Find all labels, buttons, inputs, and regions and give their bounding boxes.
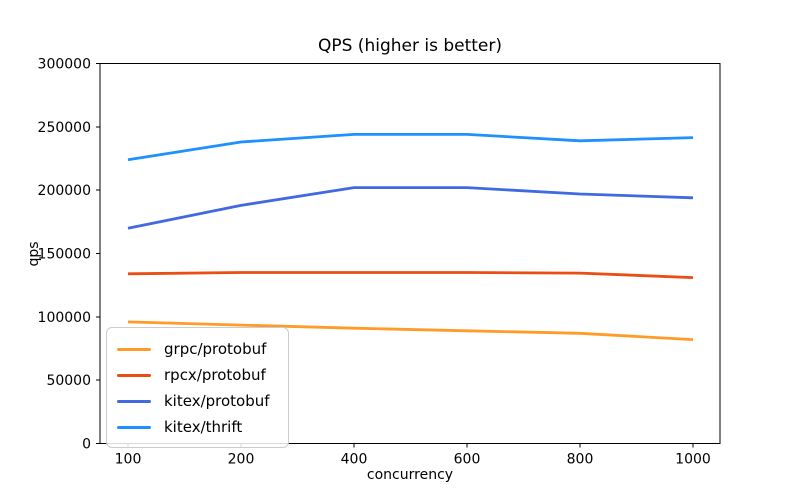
x-tick-label: 400: [341, 452, 368, 468]
y-tick-label: 100000: [38, 310, 91, 326]
x-axis-label: concurrency: [366, 467, 454, 483]
y-tick-label: 0: [82, 437, 91, 453]
legend-label: kitex/protobuf: [164, 392, 270, 410]
legend-label: rpcx/protobuf: [164, 366, 266, 384]
x-tick-label: 100: [115, 452, 142, 468]
y-tick-label: 50000: [46, 373, 91, 389]
legend-item: kitex/thrift: [117, 414, 278, 440]
legend-item: kitex/protobuf: [117, 388, 278, 414]
y-axis-label: qps: [26, 241, 42, 267]
y-tick-label: 250000: [38, 120, 91, 136]
legend-item: rpcx/protobuf: [117, 362, 278, 388]
x-tick-label: 600: [454, 452, 481, 468]
chart-title: QPS (higher is better): [317, 36, 503, 56]
legend-line-swatch: [117, 373, 151, 377]
legend-label: grpc/protobuf: [164, 340, 267, 358]
series-line-kitex-thrift: [127, 132, 694, 162]
legend-label: kitex/thrift: [164, 418, 243, 436]
series-line-kitex-protobuf: [127, 186, 694, 230]
y-tick-label: 200000: [38, 183, 91, 199]
legend: grpc/protobuf rpcx/protobuf kitex/protobuf…: [106, 327, 289, 448]
series-line-grpc-protobuf: [127, 320, 694, 341]
y-tick-label: 300000: [38, 57, 91, 73]
x-tick-label: 1000: [675, 452, 711, 468]
y-tick-label: 150000: [38, 247, 91, 263]
x-tick-label: 800: [567, 452, 594, 468]
x-tick-label: 200: [228, 452, 255, 468]
series-line-rpcx-protobuf: [127, 271, 694, 279]
legend-item: grpc/protobuf: [117, 336, 278, 362]
legend-line-swatch: [117, 347, 151, 351]
legend-line-swatch: [117, 425, 151, 429]
legend-line-swatch: [117, 399, 151, 403]
